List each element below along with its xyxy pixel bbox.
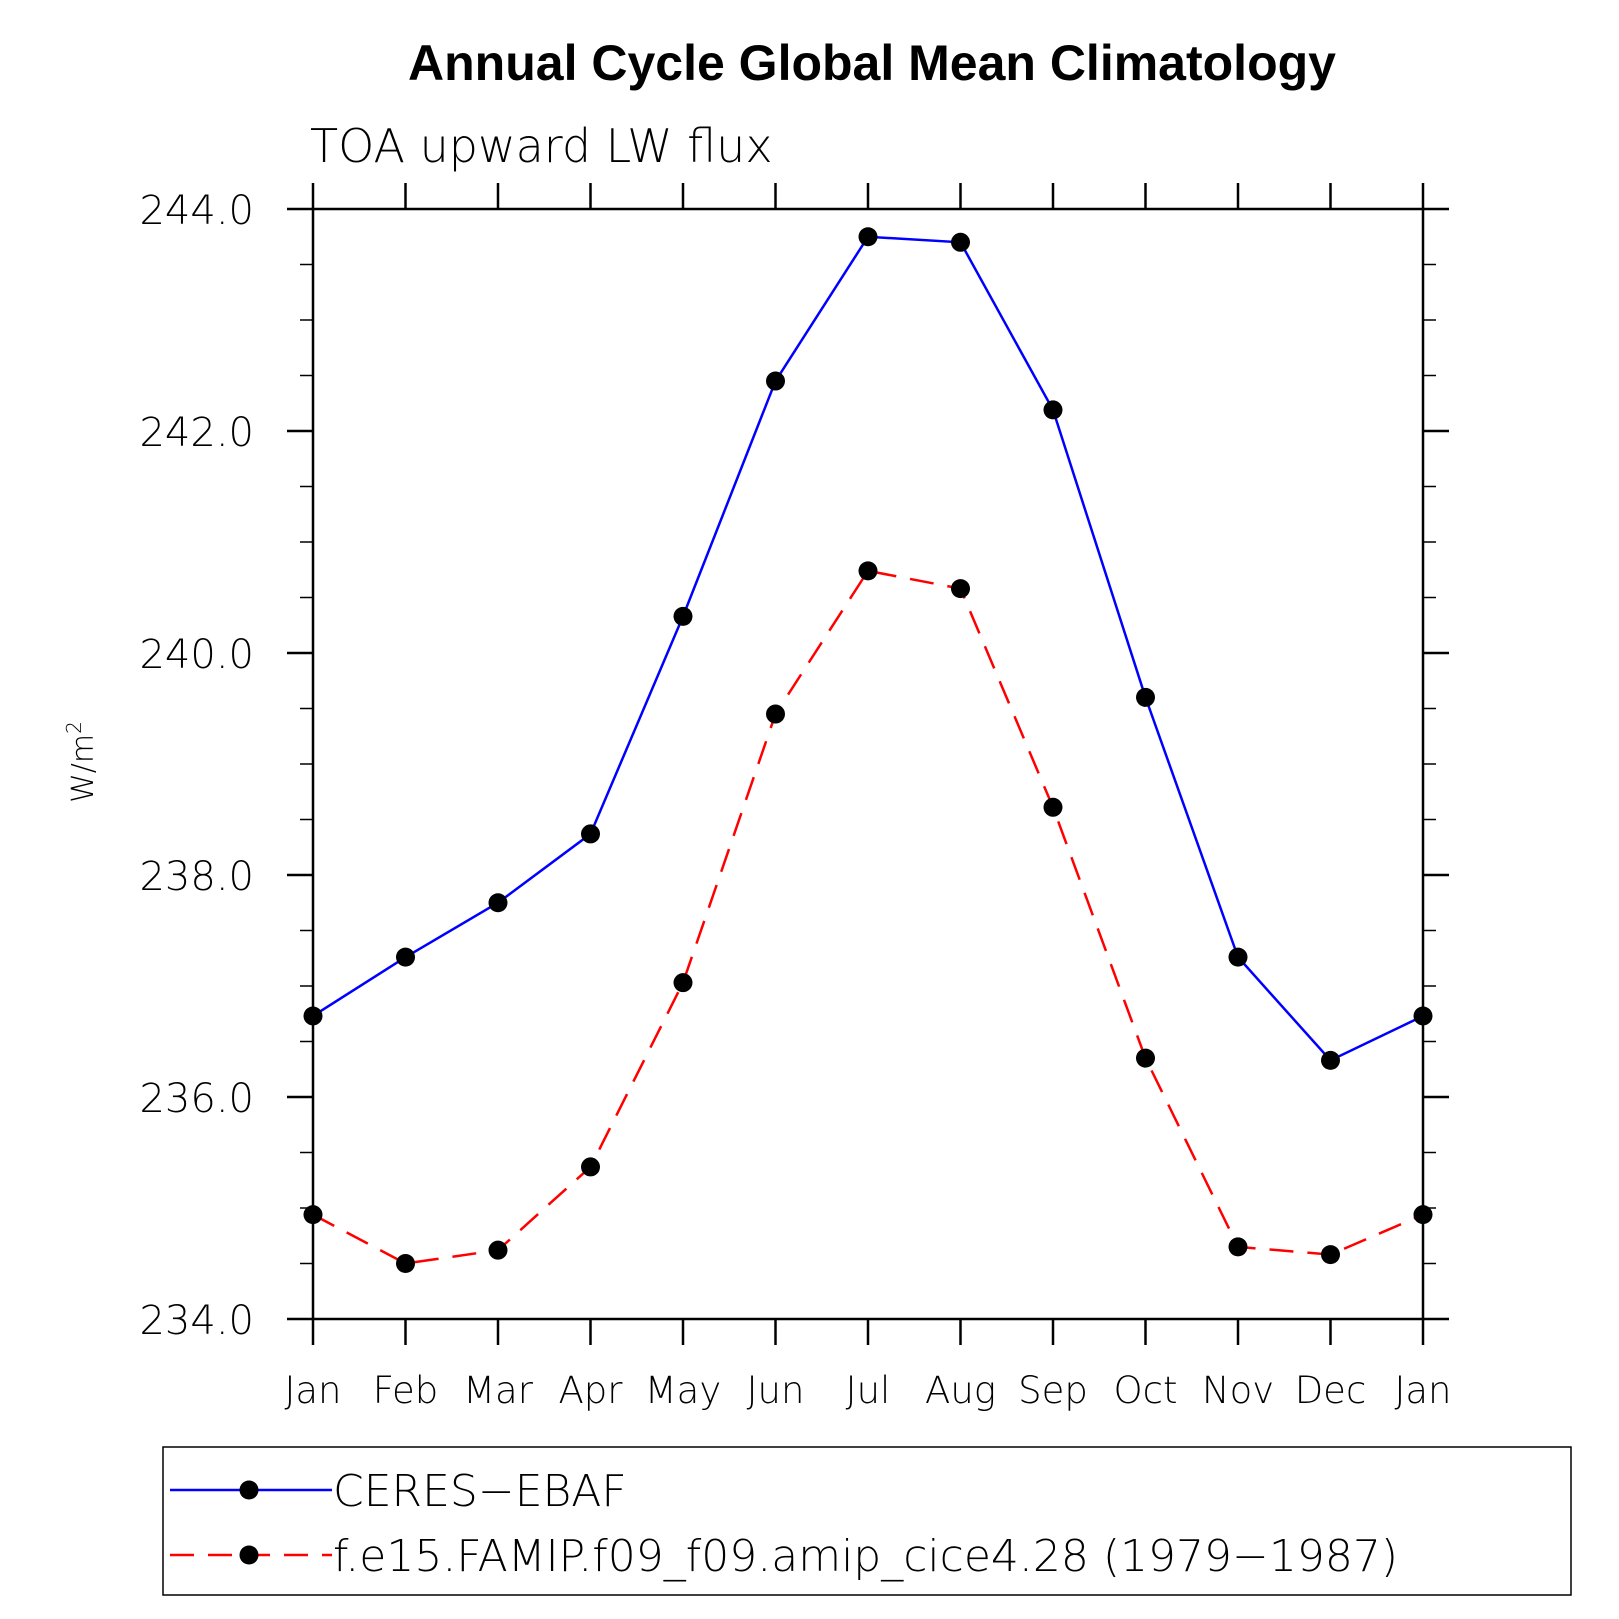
x-tick-label: Jan	[1394, 1369, 1451, 1412]
x-tick-label: Jun	[747, 1369, 805, 1412]
data-point-series-1	[396, 947, 415, 967]
y-tick-labels: 234.0 236.0 238.0 240.0 242.0 244.0	[139, 188, 254, 1344]
y-tick-label: 238.0	[139, 854, 254, 900]
series-layer	[303, 227, 1433, 1273]
data-point-series-2	[1413, 1205, 1433, 1225]
data-point-series-2	[858, 561, 878, 581]
data-point-series-1	[858, 227, 878, 247]
axis-ticks	[287, 183, 1449, 1345]
y-axis-label: W/m2	[62, 721, 101, 803]
y-axis-label-superscript: 2	[62, 721, 86, 734]
x-tick-label: Nov	[1202, 1369, 1274, 1412]
legend-label-2: f.e15.FAMIP.f09_f09.amip_cice4.28 (1979−…	[333, 1531, 1398, 1582]
x-tick-label: Feb	[373, 1369, 439, 1412]
y-tick-label: 236.0	[139, 1076, 254, 1122]
y-tick-label: 240.0	[139, 632, 254, 678]
data-point-series-2	[1321, 1245, 1340, 1265]
x-tick-label: Apr	[558, 1369, 623, 1412]
series-line-1	[312, 235, 1424, 1062]
y-tick-label: 242.0	[139, 410, 254, 456]
series-line-2	[312, 569, 1424, 1265]
data-point-series-1	[951, 232, 970, 252]
data-point-series-1	[488, 893, 508, 913]
x-tick-label: Sep	[1018, 1369, 1088, 1412]
y-axis-label-text: W/m	[66, 734, 101, 803]
data-point-series-2	[673, 973, 693, 993]
data-point-series-1	[1413, 1006, 1433, 1026]
data-point-series-2	[766, 704, 785, 724]
x-tick-label: Mar	[463, 1369, 534, 1412]
data-point-series-2	[303, 1205, 323, 1225]
legend: CERES−EBAF f.e15.FAMIP.f09_f09.amip_cice4…	[162, 1446, 1572, 1596]
x-tick-label: Aug	[925, 1369, 996, 1412]
data-point-series-2	[1228, 1237, 1248, 1257]
plot-frame	[311, 207, 1425, 1321]
legend-marker-1	[239, 1480, 259, 1500]
data-point-series-2	[1136, 1048, 1155, 1068]
data-point-series-1	[581, 824, 600, 844]
data-point-series-1	[303, 1006, 323, 1026]
data-point-series-2	[581, 1157, 600, 1177]
data-point-series-2	[488, 1240, 508, 1260]
legend-marker-2	[239, 1545, 259, 1565]
x-tick-label: May	[645, 1369, 722, 1412]
x-tick-labels: Jan Feb Mar Apr May Jun Jul Aug Sep Oct Nov Dec Jan	[284, 1369, 1451, 1412]
data-point-series-2	[396, 1254, 415, 1273]
data-point-series-1	[1321, 1050, 1340, 1070]
legend-label-1: CERES−EBAF	[333, 1466, 627, 1517]
data-point-series-1	[673, 606, 693, 626]
data-point-series-1	[1228, 947, 1248, 967]
x-tick-label: Oct	[1114, 1369, 1178, 1412]
data-point-series-1	[1136, 687, 1155, 707]
data-point-series-2	[1043, 797, 1063, 817]
data-point-series-2	[951, 579, 970, 599]
y-tick-label: 234.0	[139, 1298, 254, 1344]
x-tick-label: Jan	[284, 1369, 341, 1412]
y-tick-label: 244.0	[139, 188, 254, 234]
chart-subtitle: TOA upward LW flux	[310, 119, 773, 173]
legend-items: CERES−EBAF f.e15.FAMIP.f09_f09.amip_cice4…	[170, 1466, 1398, 1582]
data-point-series-1	[766, 371, 785, 391]
chart-title: Annual Cycle Global Mean Climatology	[408, 35, 1336, 91]
data-point-series-1	[1043, 400, 1063, 420]
x-tick-label: Jul	[846, 1369, 891, 1412]
legend-box	[162, 1446, 1572, 1596]
x-tick-label: Dec	[1295, 1369, 1367, 1412]
